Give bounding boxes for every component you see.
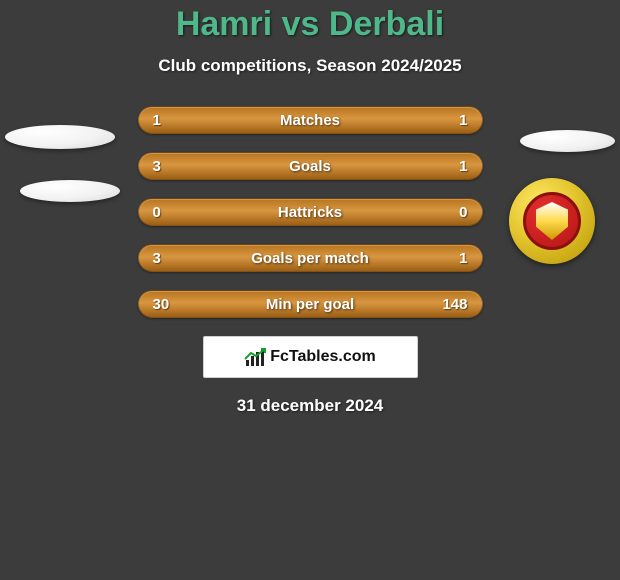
stat-row-matches: 1 Matches 1 [138,106,483,134]
stat-right-value: 1 [438,112,468,129]
stat-label: Hattricks [278,204,342,221]
brand-chart-icon [244,348,266,366]
stats-list: 1 Matches 1 3 Goals 1 0 Hattricks 0 3 Go… [0,106,620,318]
stat-row-min-per-goal: 30 Min per goal 148 [138,290,483,318]
brand-link[interactable]: FcTables.com [203,336,418,378]
stat-row-hattricks: 0 Hattricks 0 [138,198,483,226]
comparison-card: Hamri vs Derbali Club competitions, Seas… [0,0,620,416]
footer-date: 31 december 2024 [0,396,620,416]
stat-right-value: 1 [438,158,468,175]
stat-left-value: 3 [153,250,183,267]
subtitle: Club competitions, Season 2024/2025 [0,56,620,76]
stat-label: Min per goal [266,296,354,313]
brand-text: FcTables.com [270,348,376,366]
stat-right-value: 148 [438,296,468,313]
page-title: Hamri vs Derbali [0,5,620,44]
stat-right-value: 0 [438,204,468,221]
stat-label: Goals [289,158,331,175]
stat-left-value: 1 [153,112,183,129]
stat-left-value: 3 [153,158,183,175]
stat-row-goals-per-match: 3 Goals per match 1 [138,244,483,272]
stat-right-value: 1 [438,250,468,267]
stat-left-value: 0 [153,204,183,221]
stat-left-value: 30 [153,296,183,313]
stat-label: Goals per match [251,250,369,267]
stat-row-goals: 3 Goals 1 [138,152,483,180]
stat-label: Matches [280,112,340,129]
